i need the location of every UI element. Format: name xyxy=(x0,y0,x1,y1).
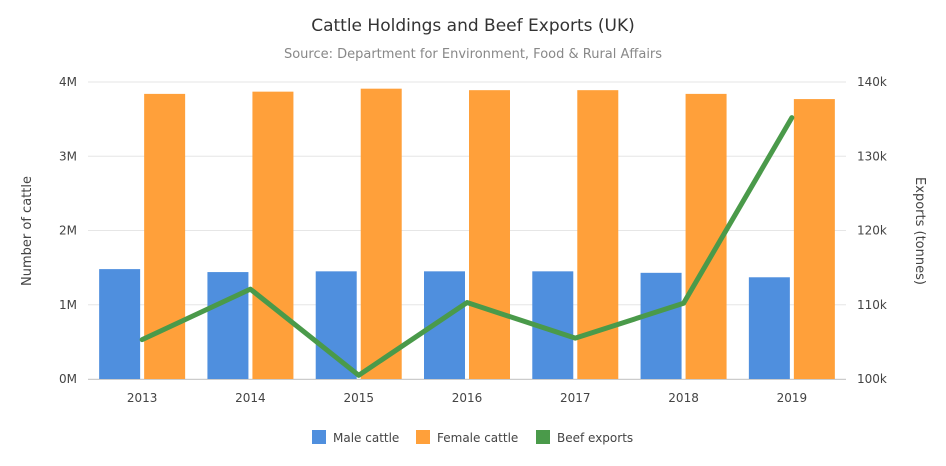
gridlines xyxy=(88,81,846,380)
right-tick-label: 100k xyxy=(857,372,887,386)
bar-female-cattle xyxy=(793,99,835,379)
line-series xyxy=(139,115,795,378)
legend-swatch xyxy=(312,430,326,444)
bar-male-cattle xyxy=(207,272,249,379)
bar-male-cattle xyxy=(640,272,682,379)
x-axis: 2013 2014 2015 2016 2017 2018 2019 xyxy=(88,379,846,405)
line-beef-exports xyxy=(139,115,795,378)
bars xyxy=(99,88,835,380)
x-tick-label: 2017 xyxy=(560,391,591,405)
bar-male-cattle xyxy=(748,277,790,379)
legend-label: Female cattle xyxy=(437,431,518,445)
x-tick-label: 2013 xyxy=(127,391,158,405)
x-tick-label: 2018 xyxy=(668,391,699,405)
x-tick-label: 2014 xyxy=(235,391,266,405)
legend: Male cattle Female cattle Beef exports xyxy=(312,430,633,445)
left-tick-label: 0M xyxy=(59,372,77,386)
right-tick-label: 110k xyxy=(857,298,887,312)
bar-female-cattle xyxy=(360,88,402,380)
left-tick-label: 3M xyxy=(59,149,77,163)
left-tick-label: 1M xyxy=(59,298,77,312)
right-tick-label: 140k xyxy=(857,75,887,89)
left-axis: 0M 1M 2M 3M 4M xyxy=(59,75,77,386)
legend-swatch xyxy=(416,430,430,444)
x-tick-label: 2019 xyxy=(777,391,808,405)
legend-label: Male cattle xyxy=(333,431,399,445)
legend-swatch xyxy=(536,430,550,444)
left-tick-label: 2M xyxy=(59,224,77,238)
right-axis: 100k 110k 120k 130k 140k xyxy=(857,75,887,386)
x-tick-label: 2015 xyxy=(343,391,374,405)
right-tick-label: 120k xyxy=(857,224,887,238)
right-axis-title: Exports (tonnes) xyxy=(912,177,927,285)
left-tick-label: 4M xyxy=(59,75,77,89)
bar-male-cattle xyxy=(99,269,141,379)
bar-male-cattle xyxy=(315,271,357,379)
left-axis-title: Number of cattle xyxy=(20,176,35,286)
right-tick-label: 130k xyxy=(857,149,887,163)
chart-subtitle: Source: Department for Environment, Food… xyxy=(284,47,662,62)
bar-female-cattle xyxy=(252,91,294,379)
x-tick-label: 2016 xyxy=(452,391,483,405)
bar-female-cattle xyxy=(469,90,510,379)
legend-label: Beef exports xyxy=(557,431,633,445)
chart-title: Cattle Holdings and Beef Exports (UK) xyxy=(311,16,635,36)
